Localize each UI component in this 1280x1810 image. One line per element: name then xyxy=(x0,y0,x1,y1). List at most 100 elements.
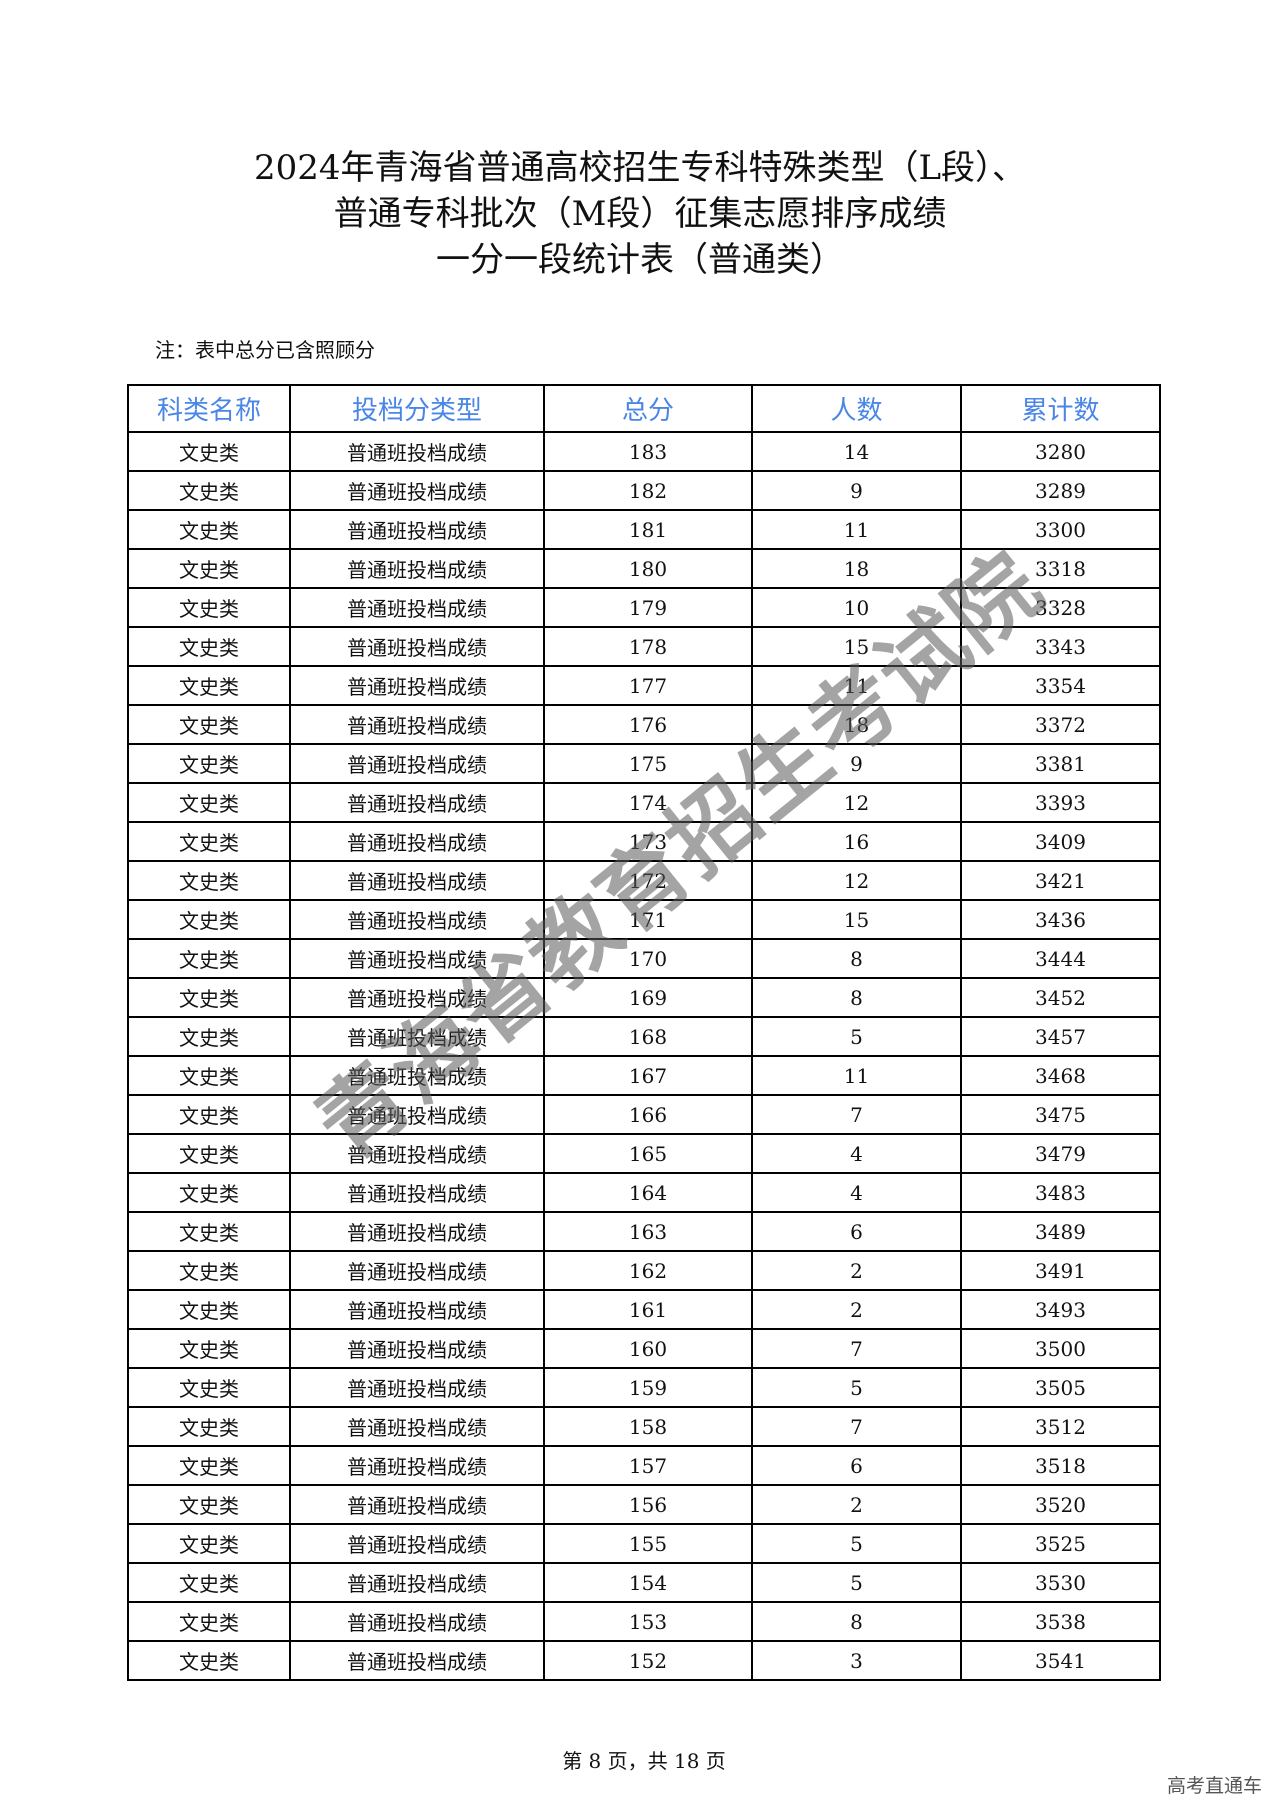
header-total-score: 总分 xyxy=(543,384,753,433)
header-category: 科类名称 xyxy=(127,384,291,433)
cell-count: 7 xyxy=(751,1328,962,1369)
cell-total-score: 173 xyxy=(543,821,753,862)
cell-score-type: 普通班投档成绩 xyxy=(289,431,545,472)
cell-count: 5 xyxy=(751,1367,962,1408)
cell-score-type: 普通班投档成绩 xyxy=(289,1562,545,1603)
cell-count: 8 xyxy=(751,1601,962,1642)
cell-total-score: 167 xyxy=(543,1055,753,1096)
cell-category: 文史类 xyxy=(127,509,291,550)
cell-score-type: 普通班投档成绩 xyxy=(289,1484,545,1525)
cell-score-type: 普通班投档成绩 xyxy=(289,1406,545,1447)
cell-score-type: 普通班投档成绩 xyxy=(289,665,545,706)
title-line-2: 普通专科批次（M段）征集志愿排序成绩 xyxy=(333,194,947,234)
cell-cumulative: 3479 xyxy=(960,1133,1161,1174)
table-row: 文史类 普通班投档成绩 162 2 3491 xyxy=(127,1250,1161,1291)
cell-cumulative: 3372 xyxy=(960,704,1161,745)
cell-cumulative: 3393 xyxy=(960,782,1161,823)
cell-total-score: 164 xyxy=(543,1172,753,1213)
cell-total-score: 179 xyxy=(543,587,753,628)
cell-count: 6 xyxy=(751,1211,962,1252)
cell-category: 文史类 xyxy=(127,548,291,589)
cell-cumulative: 3421 xyxy=(960,860,1161,901)
cell-cumulative: 3500 xyxy=(960,1328,1161,1369)
cell-total-score: 152 xyxy=(543,1640,753,1681)
cell-score-type: 普通班投档成绩 xyxy=(289,743,545,784)
table-row: 文史类 普通班投档成绩 177 11 3354 xyxy=(127,665,1161,706)
cell-category: 文史类 xyxy=(127,1250,291,1291)
cell-category: 文史类 xyxy=(127,626,291,667)
header-count: 人数 xyxy=(751,384,962,433)
cell-cumulative: 3436 xyxy=(960,899,1161,940)
cell-cumulative: 3457 xyxy=(960,1016,1161,1057)
table-row: 文史类 普通班投档成绩 173 16 3409 xyxy=(127,821,1161,862)
cell-count: 7 xyxy=(751,1094,962,1135)
table-row: 文史类 普通班投档成绩 158 7 3512 xyxy=(127,1406,1161,1447)
table-row: 文史类 普通班投档成绩 169 8 3452 xyxy=(127,977,1161,1018)
table-row: 文史类 普通班投档成绩 163 6 3489 xyxy=(127,1211,1161,1252)
cell-score-type: 普通班投档成绩 xyxy=(289,1640,545,1681)
cell-cumulative: 3538 xyxy=(960,1601,1161,1642)
cell-category: 文史类 xyxy=(127,1562,291,1603)
cell-category: 文史类 xyxy=(127,1172,291,1213)
cell-category: 文史类 xyxy=(127,1289,291,1330)
table-row: 文史类 普通班投档成绩 181 11 3300 xyxy=(127,509,1161,550)
cell-count: 8 xyxy=(751,977,962,1018)
cell-category: 文史类 xyxy=(127,470,291,511)
cell-cumulative: 3343 xyxy=(960,626,1161,667)
cell-cumulative: 3512 xyxy=(960,1406,1161,1447)
cell-count: 3 xyxy=(751,1640,962,1681)
cell-count: 11 xyxy=(751,509,962,550)
table-row: 文史类 普通班投档成绩 160 7 3500 xyxy=(127,1328,1161,1369)
cell-total-score: 180 xyxy=(543,548,753,589)
table-row: 文史类 普通班投档成绩 167 11 3468 xyxy=(127,1055,1161,1096)
cell-category: 文史类 xyxy=(127,1211,291,1252)
cell-total-score: 176 xyxy=(543,704,753,745)
cell-cumulative: 3468 xyxy=(960,1055,1161,1096)
cell-count: 6 xyxy=(751,1445,962,1486)
table-row: 文史类 普通班投档成绩 164 4 3483 xyxy=(127,1172,1161,1213)
table-row: 文史类 普通班投档成绩 172 12 3421 xyxy=(127,860,1161,901)
cell-count: 14 xyxy=(751,431,962,472)
cell-cumulative: 3483 xyxy=(960,1172,1161,1213)
cell-cumulative: 3541 xyxy=(960,1640,1161,1681)
cell-cumulative: 3280 xyxy=(960,431,1161,472)
cell-score-type: 普通班投档成绩 xyxy=(289,1172,545,1213)
cell-score-type: 普通班投档成绩 xyxy=(289,509,545,550)
table-row: 文史类 普通班投档成绩 161 2 3493 xyxy=(127,1289,1161,1330)
cell-category: 文史类 xyxy=(127,704,291,745)
cell-category: 文史类 xyxy=(127,665,291,706)
cell-total-score: 156 xyxy=(543,1484,753,1525)
cell-category: 文史类 xyxy=(127,821,291,862)
cell-total-score: 175 xyxy=(543,743,753,784)
cell-total-score: 170 xyxy=(543,938,753,979)
cell-total-score: 162 xyxy=(543,1250,753,1291)
cell-count: 5 xyxy=(751,1523,962,1564)
table-row: 文史类 普通班投档成绩 182 9 3289 xyxy=(127,470,1161,511)
cell-score-type: 普通班投档成绩 xyxy=(289,1523,545,1564)
cell-count: 11 xyxy=(751,665,962,706)
table-row: 文史类 普通班投档成绩 159 5 3505 xyxy=(127,1367,1161,1408)
cell-count: 15 xyxy=(751,899,962,940)
cell-total-score: 166 xyxy=(543,1094,753,1135)
cell-total-score: 178 xyxy=(543,626,753,667)
cell-cumulative: 3493 xyxy=(960,1289,1161,1330)
table-row: 文史类 普通班投档成绩 168 5 3457 xyxy=(127,1016,1161,1057)
cell-cumulative: 3444 xyxy=(960,938,1161,979)
cell-category: 文史类 xyxy=(127,431,291,472)
cell-category: 文史类 xyxy=(127,743,291,784)
table-note: 注：表中总分已含照顾分 xyxy=(155,338,375,362)
document-title: 2024年青海省普通高校招生专科特殊类型（L段）、 普通专科批次（M段）征集志愿… xyxy=(0,145,1280,283)
cell-score-type: 普通班投档成绩 xyxy=(289,938,545,979)
cell-category: 文史类 xyxy=(127,1328,291,1369)
cell-count: 15 xyxy=(751,626,962,667)
cell-score-type: 普通班投档成绩 xyxy=(289,626,545,667)
brand-label: 高考直通车 xyxy=(1166,1775,1262,1797)
table-row: 文史类 普通班投档成绩 166 7 3475 xyxy=(127,1094,1161,1135)
cell-category: 文史类 xyxy=(127,1445,291,1486)
cell-count: 12 xyxy=(751,860,962,901)
cell-count: 18 xyxy=(751,548,962,589)
table-row: 文史类 普通班投档成绩 155 5 3525 xyxy=(127,1523,1161,1564)
table-row: 文史类 普通班投档成绩 154 5 3530 xyxy=(127,1562,1161,1603)
cell-category: 文史类 xyxy=(127,1601,291,1642)
table-row: 文史类 普通班投档成绩 157 6 3518 xyxy=(127,1445,1161,1486)
